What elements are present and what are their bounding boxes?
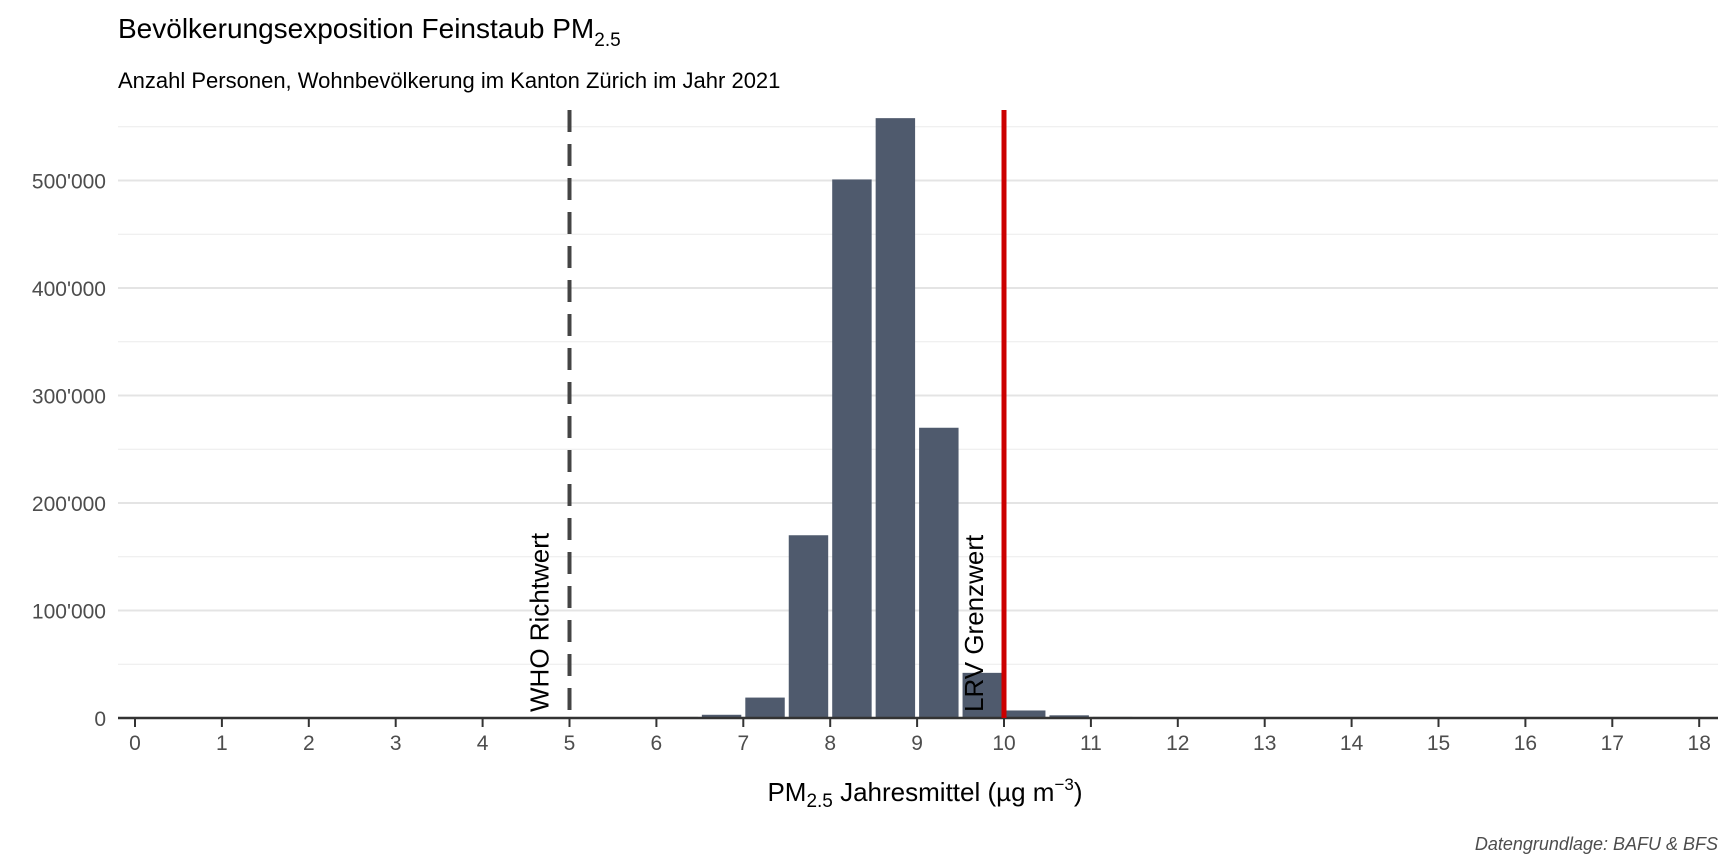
histogram-bar xyxy=(875,118,916,718)
histogram-bar xyxy=(701,714,742,718)
x-tick-label: 14 xyxy=(1340,732,1364,755)
data-source-caption: Datengrundlage: BAFU & BFS xyxy=(1475,834,1718,854)
x-tick-label: 6 xyxy=(651,732,663,755)
y-tick-label: 400'000 xyxy=(32,278,106,301)
x-axis-label-superscript: −3 xyxy=(1054,775,1073,794)
x-tick-label: 4 xyxy=(477,732,489,755)
chart-title-subscript: 2.5 xyxy=(594,30,620,51)
x-tick-label: 18 xyxy=(1688,732,1711,755)
x-axis-label-suffix: ) xyxy=(1074,777,1083,807)
y-tick-label: 0 xyxy=(94,708,106,731)
x-tick-label: 13 xyxy=(1253,732,1276,755)
histogram-bar xyxy=(1049,715,1089,718)
y-tick-label: 200'000 xyxy=(32,493,106,516)
x-tick-label: 9 xyxy=(911,732,923,755)
x-axis-label: PM2.5 Jahresmittel (µg m−3) xyxy=(767,775,1082,812)
y-tick-label: 100'000 xyxy=(32,601,106,624)
chart-title: Bevölkerungsexposition Feinstaub PM2.5 xyxy=(118,13,621,51)
histogram-bar xyxy=(788,535,829,718)
x-tick-label: 2 xyxy=(303,732,315,755)
x-tick-label: 10 xyxy=(992,732,1015,755)
x-tick-label: 7 xyxy=(737,732,749,755)
x-tick-label: 15 xyxy=(1427,732,1450,755)
x-tick-label: 3 xyxy=(390,732,402,755)
x-axis-label-main: Jahresmittel (µg m xyxy=(833,777,1055,807)
y-tick-label: 500'000 xyxy=(32,171,106,194)
who-guideline-label: WHO Richtwert xyxy=(525,532,555,712)
x-axis-label-subscript: 2.5 xyxy=(806,791,832,812)
x-tick-label: 16 xyxy=(1514,732,1537,755)
x-tick-label: 1 xyxy=(216,732,228,755)
histogram-bar xyxy=(1006,710,1046,718)
histogram-bar xyxy=(745,697,785,718)
x-tick-label: 17 xyxy=(1601,732,1624,755)
histogram-bar xyxy=(919,427,959,718)
x-tick-label: 11 xyxy=(1080,732,1102,755)
x-tick-label: 0 xyxy=(129,732,141,755)
histogram-bar xyxy=(962,672,1002,718)
chart-subtitle: Anzahl Personen, Wohnbevölkerung im Kant… xyxy=(118,68,780,93)
x-tick-label: 5 xyxy=(564,732,576,755)
y-tick-label: 300'000 xyxy=(32,386,106,409)
x-tick-label: 8 xyxy=(824,732,836,755)
histogram-bar xyxy=(832,179,872,719)
lrv-limit-label: LRV Grenzwert xyxy=(959,534,989,712)
x-tick-label: 12 xyxy=(1166,732,1189,755)
